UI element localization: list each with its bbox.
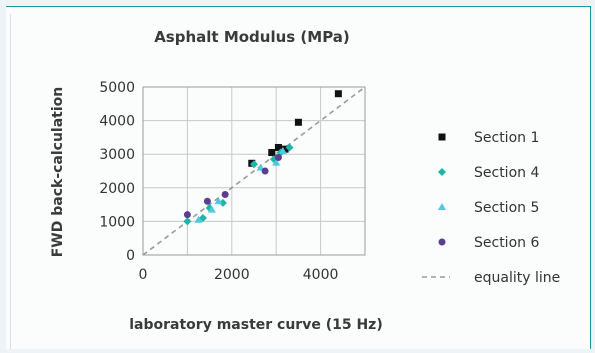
chart-title: Asphalt Modulus (MPa) <box>154 28 350 46</box>
x-tick-label: 4000 <box>303 267 339 283</box>
legend-label: equality line <box>474 270 560 286</box>
x-axis-label: laboratory master curve (15 Hz) <box>129 317 382 333</box>
y-tick-label: 1000 <box>99 214 135 230</box>
data-point-series-4 <box>204 198 211 205</box>
y-tick-label: 4000 <box>99 114 135 130</box>
tick-labels: 0 1000 2000 3000 4000 5000 0 2000 4000 <box>99 80 338 283</box>
y-tick-label: 3000 <box>99 147 135 163</box>
legend: Section 1 Section 4 Section 5 Section 6 equa… <box>422 130 560 286</box>
legend-label: Section 6 <box>474 235 539 251</box>
y-tick-label: 2000 <box>99 181 135 197</box>
legend-marker-series-3 <box>438 203 446 210</box>
legend-label: Section 1 <box>474 130 539 146</box>
data-points <box>143 87 365 255</box>
legend-marker-series-2 <box>438 168 446 176</box>
legend-marker-series-4 <box>439 239 446 246</box>
data-point-series-4 <box>275 154 282 161</box>
x-tick-label: 2000 <box>214 267 250 283</box>
data-point-series-1 <box>335 90 342 97</box>
data-point-series-4 <box>222 191 229 198</box>
legend-marker-series-1 <box>439 134 446 141</box>
y-tick-label: 5000 <box>99 80 135 96</box>
equality-line <box>143 87 365 255</box>
legend-label: Section 4 <box>474 165 539 181</box>
data-point-series-4 <box>262 168 269 175</box>
legend-label: Section 5 <box>474 200 539 216</box>
data-point-series-4 <box>184 211 191 218</box>
data-point-series-1 <box>268 149 275 156</box>
data-point-series-1 <box>295 119 302 126</box>
y-axis-label: FWD back-calculation <box>50 87 66 258</box>
x-tick-label: 0 <box>139 267 148 283</box>
data-point-series-2 <box>183 217 191 225</box>
y-tick-label: 0 <box>126 248 135 264</box>
